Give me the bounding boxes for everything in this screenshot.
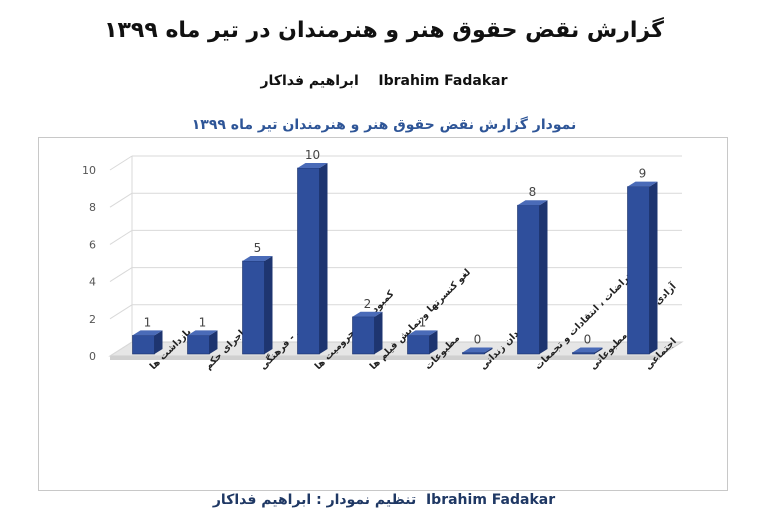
bar — [297, 167, 320, 355]
y-tick-label: 6 — [89, 238, 96, 251]
bar — [352, 316, 375, 355]
bar-side — [649, 181, 658, 354]
gridline-diagonal — [109, 155, 133, 171]
bar — [242, 260, 265, 355]
bar — [572, 352, 595, 355]
y-tick-label: 8 — [89, 201, 96, 214]
data-label: 2 — [364, 297, 372, 311]
data-label: 5 — [254, 241, 262, 255]
chart-title: نمودار گزارش نقض حقوق هنر و هنرمندان تیر… — [191, 117, 577, 133]
bar-side — [484, 347, 493, 354]
bar — [407, 335, 430, 355]
gridline-diagonal — [109, 341, 133, 357]
y-tick-label: 0 — [89, 350, 96, 363]
chart-frame — [38, 137, 728, 491]
gridline-diagonal — [109, 267, 133, 283]
chart-floor-edge — [110, 356, 660, 360]
bar-top — [462, 347, 493, 353]
bar-side — [319, 163, 328, 354]
bar-side — [209, 330, 218, 354]
y-tick-label: 10 — [82, 164, 96, 177]
gridline-diagonal — [109, 304, 133, 320]
bar-top — [297, 163, 328, 168]
gridline-diagonal — [109, 229, 133, 245]
data-label: 0 — [584, 333, 592, 347]
bar — [462, 352, 485, 355]
author-line: ابراهیم فداکار Ibrahim Fadakar — [0, 73, 768, 89]
data-label: 1 — [144, 315, 152, 329]
bar-top — [187, 330, 218, 336]
data-label: 10 — [305, 148, 320, 162]
footer-label: تنظیم نمودار : ابراهیم فداکار — [212, 492, 417, 508]
bar-side — [539, 200, 548, 354]
author-name-fa: ابراهیم فداکار — [260, 73, 359, 89]
y-tick-label: 2 — [89, 313, 96, 326]
gridline-diagonal — [109, 192, 133, 208]
bar-side — [374, 311, 383, 354]
bar-top — [627, 181, 658, 187]
bar-top — [352, 311, 383, 317]
bar-side — [154, 330, 163, 354]
bar-side — [594, 347, 603, 354]
data-label: 1 — [419, 315, 427, 329]
bar — [187, 335, 210, 355]
bar-side — [264, 256, 273, 354]
page-title: گزارش نقض حقوق هنر و هنرمندان در تیر ماه… — [104, 18, 664, 43]
footer-name-en: Ibrahim Fadakar — [425, 492, 556, 508]
bar-top — [572, 347, 603, 353]
bar-top — [132, 330, 163, 336]
bar — [627, 186, 650, 355]
author-name-en: Ibrahim Fadakar — [378, 73, 508, 89]
data-label: 9 — [639, 167, 647, 181]
bar — [132, 335, 155, 355]
bar-side — [429, 330, 438, 354]
data-label: 1 — [199, 315, 207, 329]
footer-credit: Ibrahim Fadakar تنظیم نمودار : ابراهیم ف… — [0, 492, 768, 508]
y-tick-label: 4 — [89, 276, 96, 289]
bar-top — [517, 200, 548, 206]
bar — [517, 204, 540, 355]
data-label: 0 — [474, 333, 482, 347]
bar-top — [407, 330, 438, 336]
bar-top — [242, 256, 273, 261]
data-label: 8 — [529, 185, 537, 199]
